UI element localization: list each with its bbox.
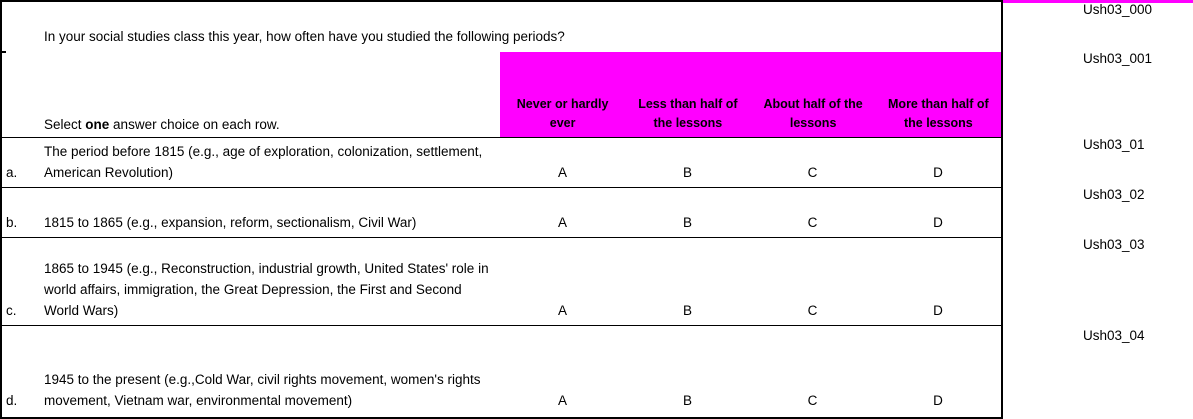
- survey-row-a: a. The period before 1815 (e.g., age of …: [2, 138, 1001, 188]
- survey-row-d: d. 1945 to the present (e.g.,Cold War, c…: [2, 326, 1001, 417]
- question-text: In your social studies class this year, …: [44, 29, 565, 44]
- instruction-prefix: Select: [44, 117, 86, 132]
- row-c-choice-A[interactable]: A: [557, 303, 567, 318]
- answer-header-band: Never or hardly ever Less than half of t…: [500, 52, 1001, 137]
- table-header-area: In your social studies class this year, …: [2, 2, 1001, 138]
- instruction-bold-word: one: [85, 117, 110, 132]
- row-c-choice-D[interactable]: D: [933, 303, 943, 318]
- row-d-choice-A[interactable]: A: [557, 393, 567, 408]
- row-a-choice-C[interactable]: C: [807, 165, 818, 180]
- row-d-choice-C[interactable]: C: [807, 393, 818, 408]
- instruction-text: Select one answer choice on each row.: [44, 117, 280, 132]
- question-code-ush03-03: Ush03_03: [1083, 237, 1145, 252]
- question-code-ush03-001: Ush03_001: [1083, 51, 1153, 66]
- row-b-choice-B[interactable]: B: [682, 215, 692, 230]
- row-b-choice-C[interactable]: C: [807, 215, 818, 230]
- question-code-ush03-01: Ush03_01: [1083, 137, 1145, 152]
- row-c-choice-C[interactable]: C: [807, 303, 818, 318]
- row-a-choice-A[interactable]: A: [557, 165, 567, 180]
- question-code-ush03-04: Ush03_04: [1083, 328, 1145, 343]
- row-a-choice-D[interactable]: D: [933, 165, 943, 180]
- row-d-choice-B[interactable]: B: [682, 393, 692, 408]
- row-a-label: a.: [6, 165, 18, 180]
- row-d-choice-D[interactable]: D: [933, 393, 943, 408]
- code-margin-panel: Ush03_000 Ush03_001 Ush03_01 Ush03_02 Us…: [1003, 0, 1193, 419]
- row-a-choice-B[interactable]: B: [682, 165, 692, 180]
- column-header-more-than-half: More than half of the lessons: [888, 97, 989, 130]
- survey-row-b: b. 1815 to 1865 (e.g., expansion, reform…: [2, 188, 1001, 238]
- question-code-ush03-000: Ush03_000: [1083, 2, 1153, 17]
- row-b-text: 1815 to 1865 (e.g., expansion, reform, s…: [44, 215, 417, 230]
- question-code-ush03-02: Ush03_02: [1083, 187, 1145, 202]
- column-header-never: Never or hardly ever: [516, 97, 609, 130]
- column-header-less-than-half: Less than half of the lessons: [638, 97, 738, 130]
- row-b-choice-A[interactable]: A: [557, 215, 567, 230]
- survey-row-c: c. 1865 to 1945 (e.g., Reconstruction, i…: [2, 238, 1001, 326]
- instruction-suffix: answer choice on each row.: [109, 117, 280, 132]
- row-c-label: c.: [6, 303, 17, 318]
- magenta-top-strip: [1003, 0, 1193, 3]
- row-c-choice-B[interactable]: B: [682, 303, 692, 318]
- row-d-text: 1945 to the present (e.g.,Cold War, civi…: [44, 372, 481, 408]
- cell-boundary-tick: [2, 51, 6, 53]
- row-d-label: d.: [6, 393, 18, 408]
- survey-table: In your social studies class this year, …: [0, 0, 1003, 419]
- row-b-label: b.: [6, 215, 18, 230]
- row-b-choice-D[interactable]: D: [933, 215, 943, 230]
- column-header-about-half: About half of the lessons: [763, 97, 863, 130]
- row-c-text: 1865 to 1945 (e.g., Reconstruction, indu…: [44, 261, 489, 318]
- row-a-text: The period before 1815 (e.g., age of exp…: [44, 144, 483, 180]
